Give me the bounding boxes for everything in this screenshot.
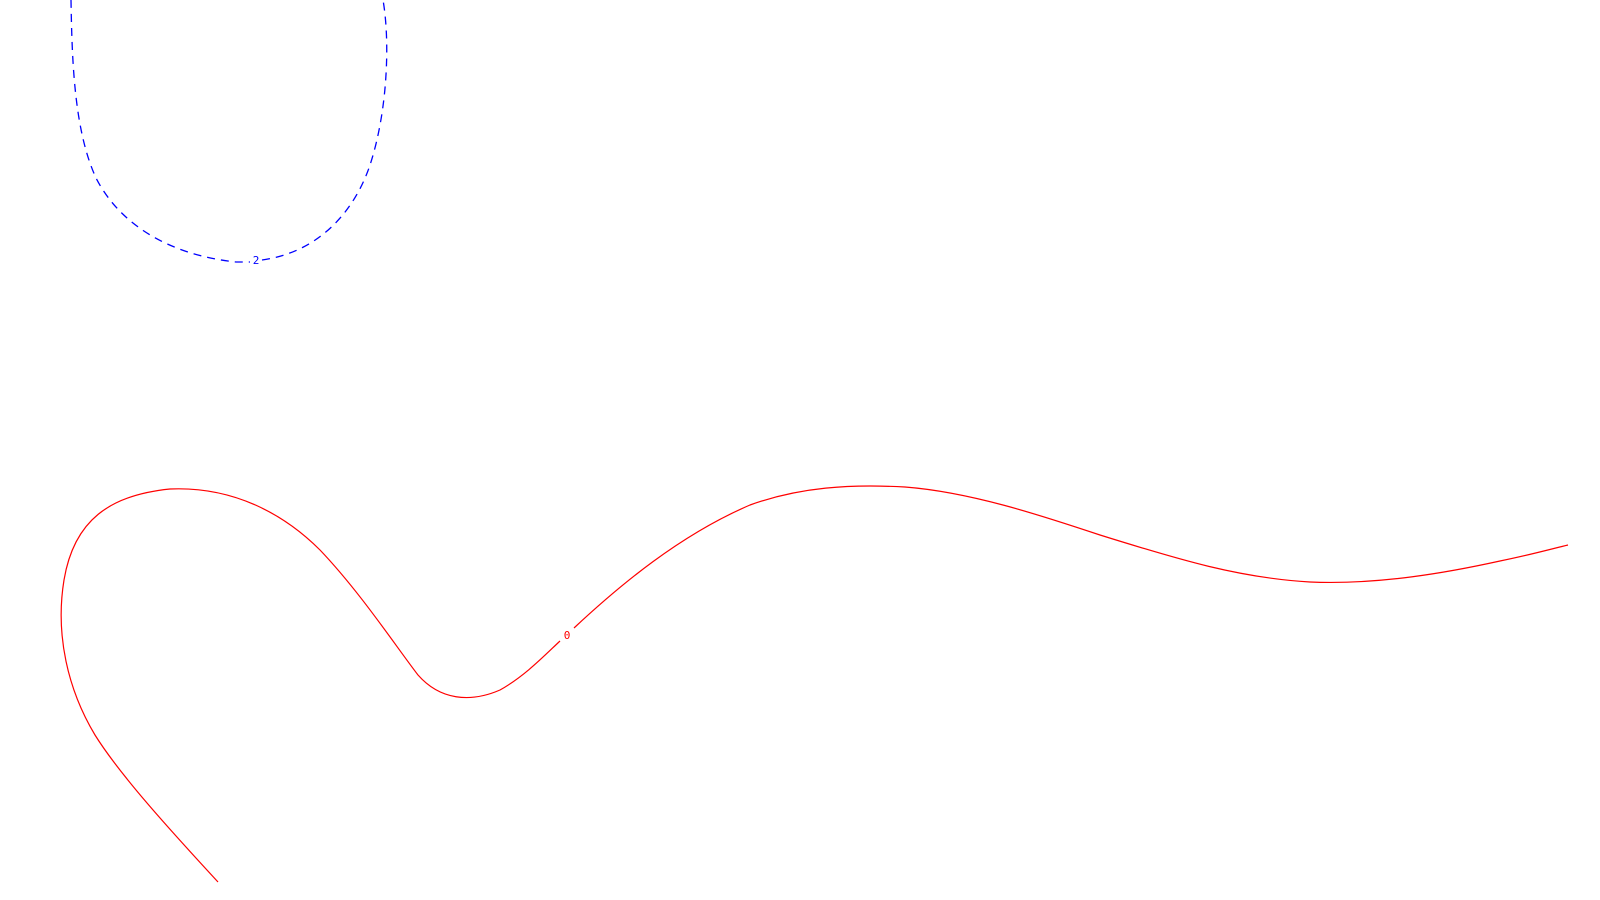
contour-label-level-2: 2: [253, 254, 260, 267]
contour-label-level-0: 0: [564, 629, 571, 642]
contour-line-level-2: [70, 0, 388, 263]
contour-line-level-0: [60, 485, 1569, 883]
